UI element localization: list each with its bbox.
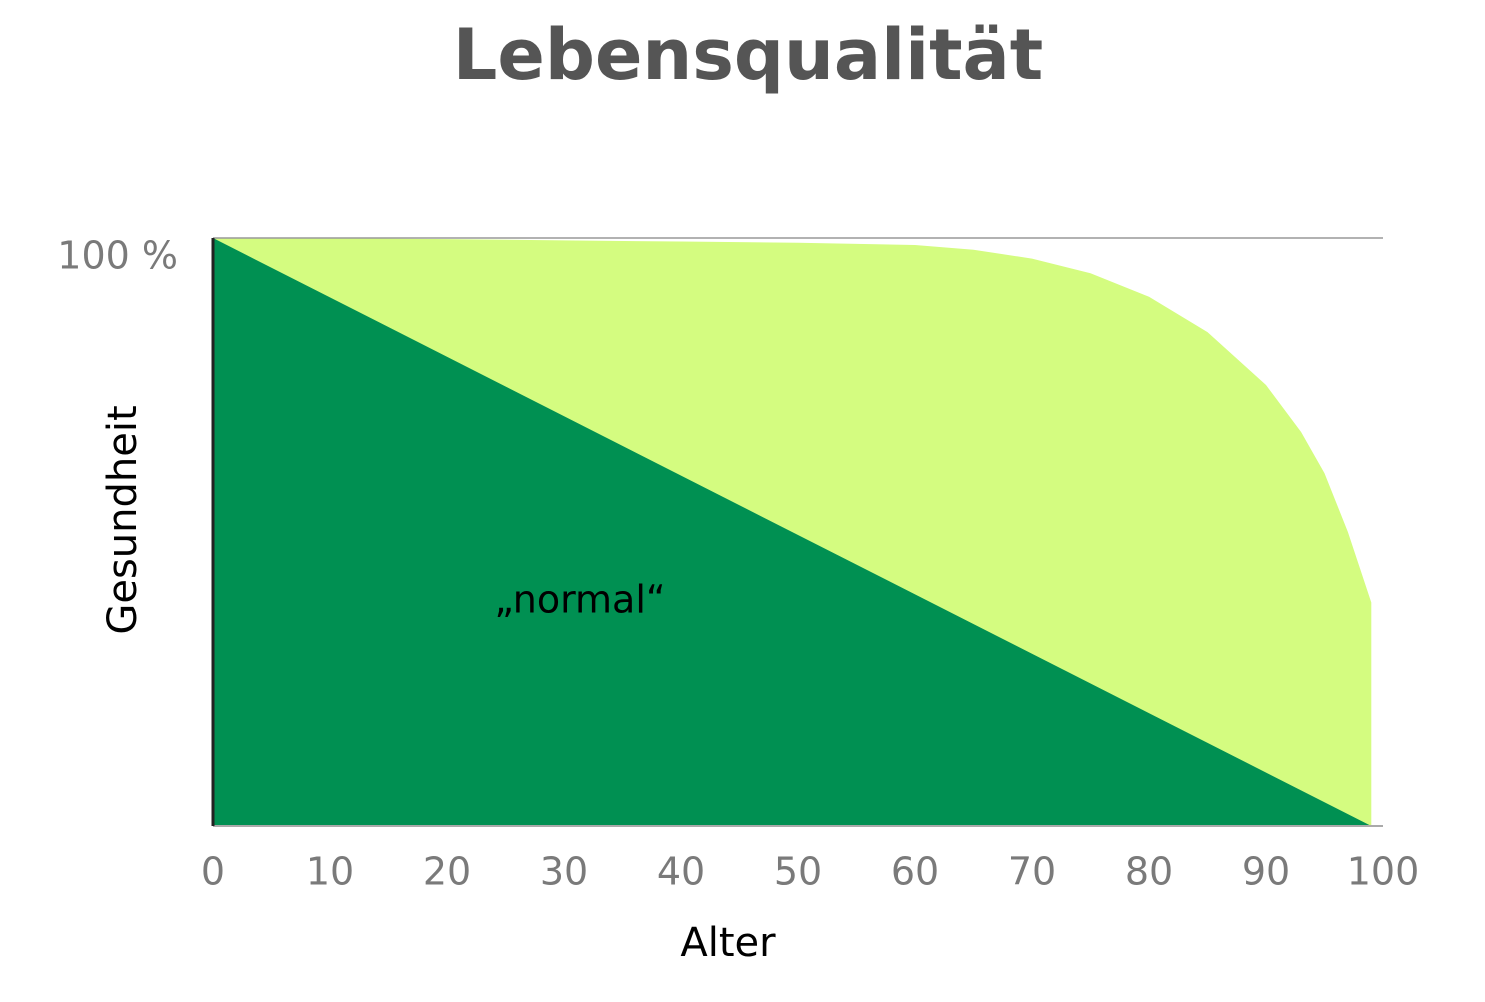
x-tick-label: 10 xyxy=(306,850,354,894)
x-tick-label: 30 xyxy=(540,850,588,894)
x-tick-label: 40 xyxy=(657,850,705,894)
x-tick-label: 80 xyxy=(1125,850,1173,894)
x-axis-label: Alter xyxy=(680,920,776,966)
x-tick-label: 90 xyxy=(1242,850,1290,894)
x-tick-label: 20 xyxy=(423,850,471,894)
y-axis-label: Gesundheit xyxy=(100,405,146,634)
area xyxy=(213,238,1372,826)
x-tick-label: 50 xyxy=(774,850,822,894)
x-tick-label: 70 xyxy=(1008,850,1056,894)
x-tick-label: 0 xyxy=(201,850,225,894)
chart-title: Lebensqualität xyxy=(453,14,1044,96)
series-label: „normal“ xyxy=(494,578,665,622)
y-tick-label: 100 % xyxy=(57,234,178,278)
x-tick-label: 100 xyxy=(1347,850,1420,894)
x-tick-label: 60 xyxy=(891,850,939,894)
